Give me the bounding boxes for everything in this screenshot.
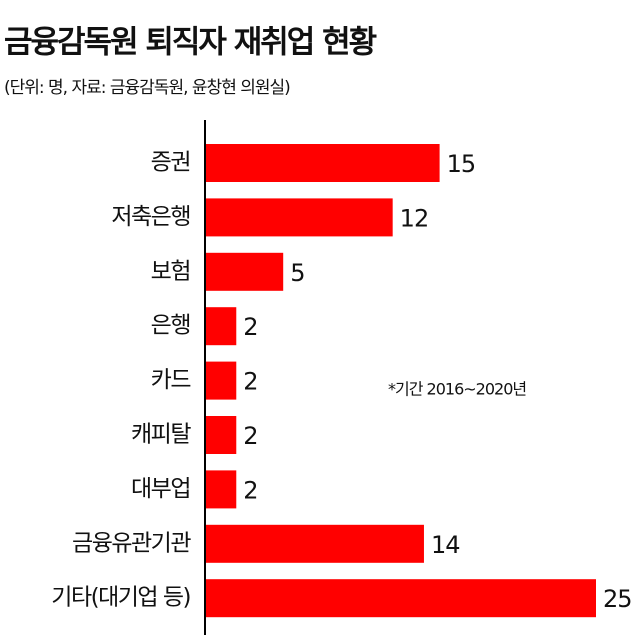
y-tick-label: 증권 [151,150,190,176]
y-tick-label: 카드 [151,367,191,393]
y-tick-label: 저축은행 [111,204,190,230]
y-tick-label: 기타(대기업 등) [51,585,190,611]
bar [206,361,237,400]
bar [206,579,596,618]
bar [206,144,440,182]
y-tick-label: 은행 [151,313,190,339]
value-label: 15 [447,150,476,178]
y-tick-label: 캐피탈 [131,422,191,448]
bar [206,252,284,291]
bar [206,198,393,237]
value-label: 14 [431,531,460,559]
value-label: 2 [243,313,257,341]
value-label: 5 [290,259,304,287]
value-label: 2 [243,476,257,504]
value-label: 2 [243,422,257,450]
annotation: *기간 2016~2020년 [388,380,526,399]
y-tick-label: 대부업 [131,476,190,502]
bar [206,524,424,563]
y-tick-label: 보험 [151,258,190,284]
y-tick-label: 금융유관기관 [72,530,191,556]
chart-subtitle: (단위: 명, 자료: 금융감독원, 윤창현 의원실) [4,78,290,98]
bar [206,416,237,454]
bar [206,470,237,509]
value-label: 25 [603,585,632,613]
bar [206,307,237,346]
chart-title: 금융감독원 퇴직자 재취업 현황 [4,25,377,61]
value-label: 12 [400,204,429,232]
value-label: 2 [243,368,257,396]
